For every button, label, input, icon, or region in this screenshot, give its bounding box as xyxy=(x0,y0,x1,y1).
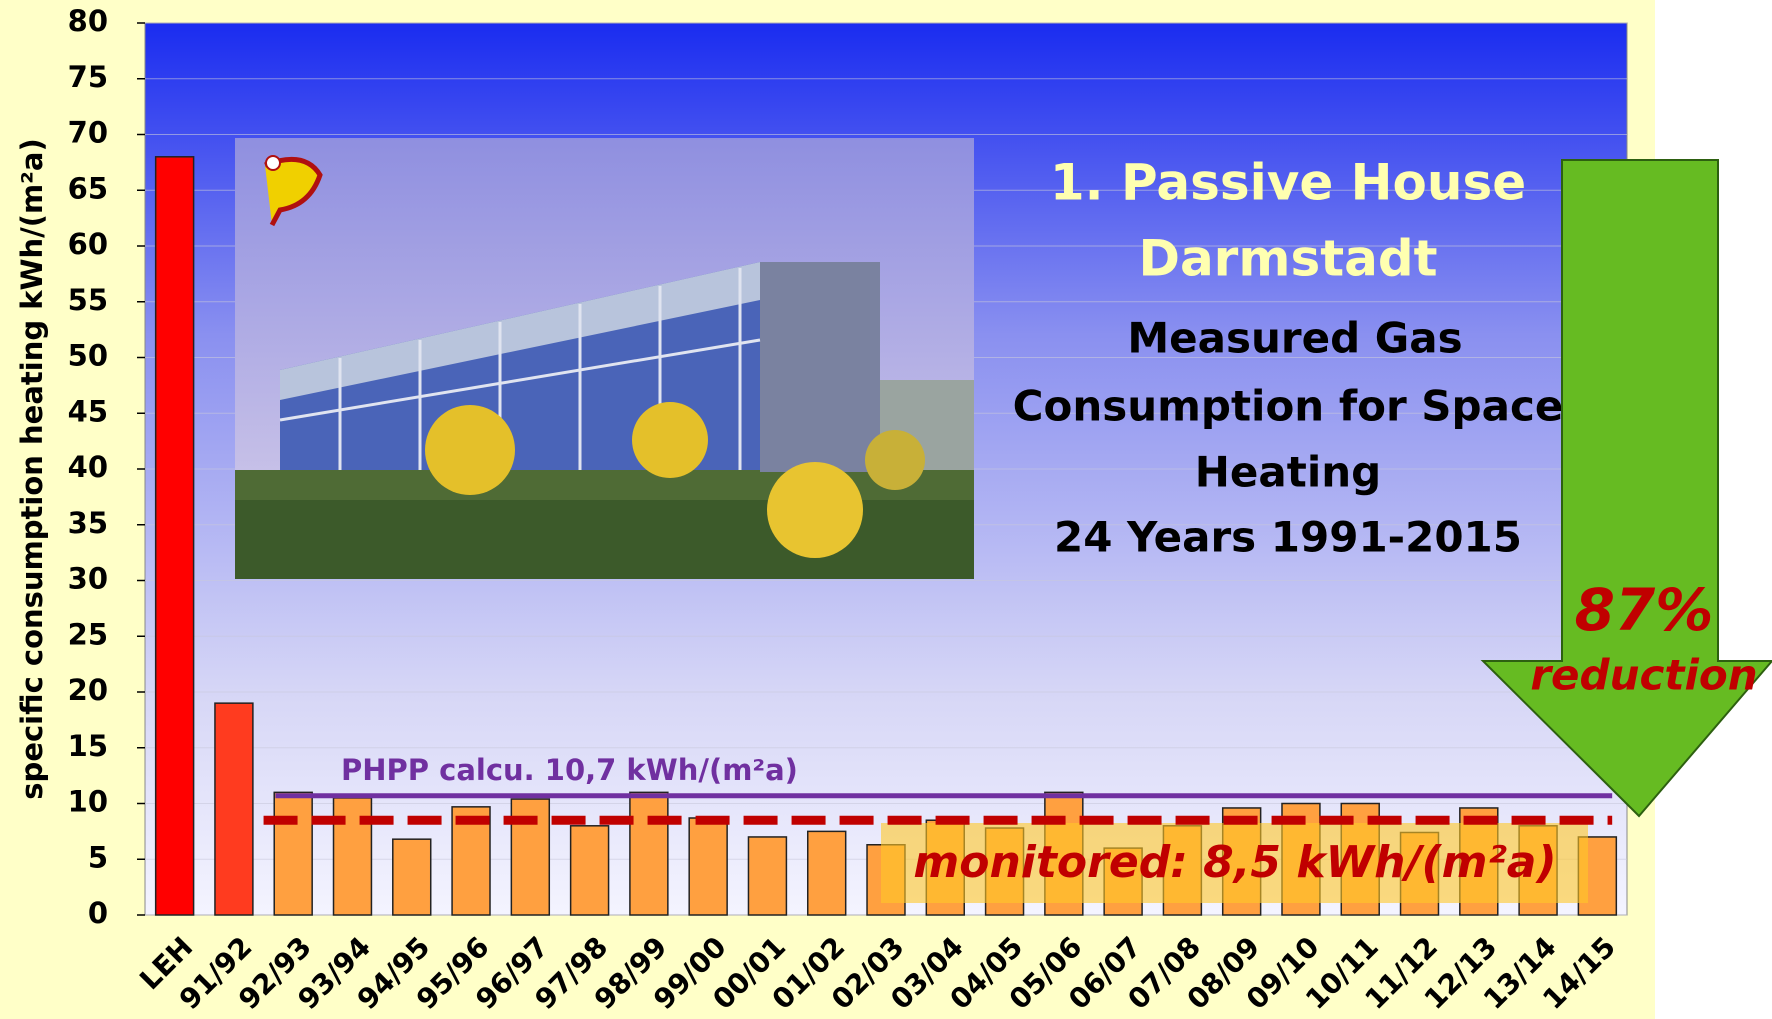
bar xyxy=(688,817,728,916)
reference-label: monitored: 8,5 kWh/(m²a) xyxy=(913,837,1556,888)
y-axis-label: specific consumption heating kWh/(m²a) xyxy=(15,138,49,799)
y-tick-label: 45 xyxy=(68,394,108,428)
title-line: 1. Passive House xyxy=(1050,154,1526,212)
bar xyxy=(569,825,610,916)
y-tick-label: 10 xyxy=(68,785,108,819)
bar xyxy=(392,838,432,916)
subtitle-line: Consumption for Space xyxy=(1013,382,1564,431)
y-tick-label: 35 xyxy=(68,506,108,540)
monitored-band xyxy=(881,823,1588,903)
photo xyxy=(235,138,974,579)
subtitle-line: Measured Gas xyxy=(1127,314,1462,363)
bar xyxy=(629,791,669,916)
reduction-text: reduction xyxy=(1530,651,1757,700)
subtitle-line: Heating xyxy=(1195,448,1381,497)
y-tick-label: 60 xyxy=(68,227,108,261)
bar xyxy=(332,797,373,916)
y-tick-label: 20 xyxy=(68,673,108,707)
bar xyxy=(747,836,788,916)
y-tick-label: 15 xyxy=(68,729,108,763)
bar xyxy=(214,702,254,916)
reduction-arrow xyxy=(1480,159,1772,818)
y-tick-label: 25 xyxy=(68,617,108,651)
y-tick-label: 70 xyxy=(68,116,108,150)
y-tick-label: 50 xyxy=(68,339,108,373)
y-tick-label: 40 xyxy=(68,450,108,484)
y-tick-label: 75 xyxy=(68,60,108,94)
bar xyxy=(273,791,313,916)
reference-label: PHPP calcu. 10,7 kWh/(m²a) xyxy=(341,753,798,787)
bar xyxy=(451,806,491,916)
y-tick-label: 65 xyxy=(68,171,108,205)
y-tick-label: 0 xyxy=(88,896,108,930)
subtitle-line: 24 Years 1991-2015 xyxy=(1054,513,1522,562)
title-line: Darmstadt xyxy=(1138,230,1437,288)
y-tick-label: 55 xyxy=(68,283,108,317)
y-tick-label: 30 xyxy=(68,562,108,596)
y-tick-label: 80 xyxy=(68,4,108,38)
reduction-percent: 87% xyxy=(1575,576,1714,644)
y-tick-label: 5 xyxy=(88,840,108,874)
bar xyxy=(807,830,847,916)
bar xyxy=(154,156,195,916)
